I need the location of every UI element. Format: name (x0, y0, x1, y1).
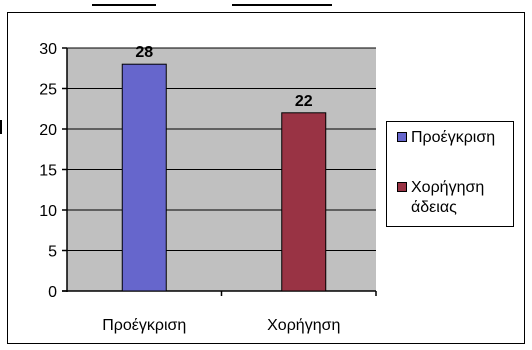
y-tick-label-30: 30 (39, 41, 57, 58)
legend-swatch-granting (397, 182, 407, 192)
legend-label-granting-line1: Χορήγηση (411, 179, 485, 196)
y-tick-label-25: 25 (39, 82, 57, 99)
y-tick-label-10: 10 (39, 203, 57, 220)
left-edge-mark (0, 120, 2, 134)
category-label-1: Χορήγηση (267, 317, 340, 334)
legend-swatch-approval (397, 132, 407, 142)
legend-label-approval: Προέγκριση (411, 129, 496, 146)
top-rule-left (92, 4, 156, 6)
legend-label-granting-line2: άδειας (411, 199, 457, 216)
data-label-0: 28 (135, 44, 153, 61)
top-rule-right (232, 4, 332, 6)
y-tick-label-15: 15 (39, 163, 57, 180)
data-label-1: 22 (295, 93, 313, 110)
category-label-0: Προέγκριση (102, 317, 186, 334)
y-tick-label-5: 5 (48, 244, 57, 261)
y-tick-label-0: 0 (48, 284, 57, 301)
bar-1 (281, 112, 327, 292)
bar-0 (121, 63, 167, 292)
legend: Προέγκριση Χορήγηση άδειας (386, 121, 514, 227)
y-tick-label-20: 20 (39, 122, 57, 139)
